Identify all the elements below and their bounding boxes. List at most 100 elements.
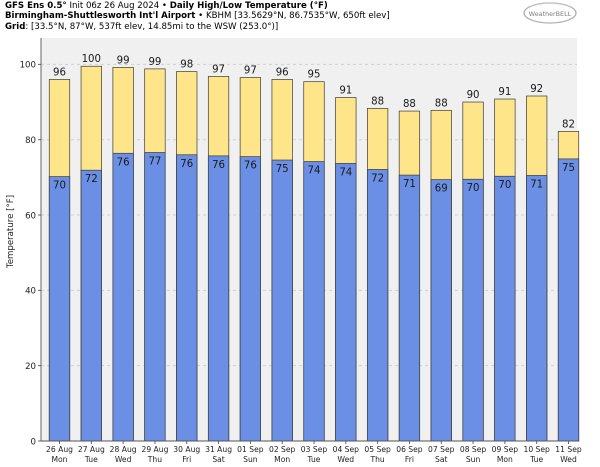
header-separator: •	[161, 1, 167, 11]
x-tick-label-date: 31 Aug	[205, 445, 232, 454]
x-tick-label-date: 27 Aug	[78, 445, 105, 454]
low-value-label: 72	[85, 174, 98, 185]
low-value-label: 71	[403, 179, 416, 190]
x-tick-label-day: Thu	[369, 455, 384, 464]
x-tick-label-day: Mon	[51, 455, 67, 464]
y-tick-label: 100	[20, 61, 36, 71]
y-tick-label: 60	[25, 211, 36, 221]
bars	[48, 65, 580, 442]
high-value-label: 97	[212, 64, 225, 75]
high-value-label: 88	[435, 98, 448, 109]
low-value-label: 74	[339, 167, 352, 178]
x-tick-label-date: 11 Sep	[555, 445, 582, 454]
high-value-label: 96	[276, 67, 289, 78]
header-line-grid: Grid: [33.5°N, 87°W, 537ft elev, 14.85mi…	[5, 21, 279, 32]
low-temp-bar	[239, 156, 261, 442]
high-value-label: 95	[308, 70, 321, 81]
high-value-label: 90	[467, 90, 480, 101]
low-value-label: 76	[212, 160, 225, 171]
x-tick-label-day: Tue	[307, 455, 321, 464]
low-temp-bar	[430, 179, 452, 442]
low-value-label: 75	[562, 163, 575, 174]
low-temp-bar	[462, 178, 484, 442]
low-value-label: 74	[308, 166, 321, 177]
low-value-label: 76	[244, 161, 257, 172]
low-value-label: 70	[498, 180, 511, 191]
x-tick-label-date: 04 Sep	[333, 445, 360, 454]
x-tick-label-date: 07 Sep	[428, 445, 455, 454]
high-value-label: 82	[562, 119, 575, 130]
logo-text: WeatherBELL	[529, 10, 572, 18]
y-tick-label: 20	[25, 362, 36, 372]
x-tick-label-day: Mon	[274, 455, 290, 464]
x-tick-label-date: 30 Aug	[173, 445, 200, 454]
x-tick-label-date: 26 Aug	[46, 445, 73, 454]
grid-label: Grid	[5, 21, 26, 32]
low-value-label: 77	[148, 156, 161, 167]
x-tick-label-date: 08 Sep	[460, 445, 487, 454]
low-temp-bar	[526, 175, 548, 442]
x-tick-label-date: 03 Sep	[301, 445, 328, 454]
y-axis-title: Temperature [°F]	[6, 195, 16, 269]
x-tick-label-day: Tue	[84, 455, 98, 464]
x-tick-label-day: Wed	[115, 455, 132, 464]
x-tick-label-day: Sun	[466, 455, 481, 464]
x-tick-label-date: 01 Sep	[237, 445, 264, 454]
x-tick-label-day: Tue	[529, 455, 543, 464]
header-line-model: GFS Ens 0.5° Init 06z 26 Aug 2024 • Dail…	[5, 1, 525, 11]
low-temp-bar	[557, 158, 580, 442]
grid-meta: [33.5°N, 87°W, 537ft elev, 14.85mi to th…	[31, 21, 279, 32]
low-value-label: 71	[530, 179, 543, 190]
low-temp-bar	[112, 152, 134, 442]
chart-header: GFS Ens 0.5° Init 06z 26 Aug 2024 • Dail…	[5, 1, 525, 32]
high-value-label: 96	[53, 67, 66, 78]
x-tick-label-date: 06 Sep	[396, 445, 423, 454]
x-tick-label-date: 28 Aug	[110, 445, 137, 454]
init-time: Init 06z 26 Aug 2024	[69, 1, 160, 11]
y-tick-label: 80	[25, 136, 36, 146]
low-temp-bar	[303, 161, 325, 442]
high-value-label: 91	[339, 86, 352, 97]
product-name: Daily High/Low Temperature (°F)	[169, 1, 328, 11]
low-temp-bar	[48, 176, 71, 442]
low-temp-bar	[176, 154, 198, 442]
station-meta: KBHM [33.5629°N, 86.7535°W, 650ft elev]	[205, 11, 390, 22]
high-value-label: 91	[498, 87, 511, 98]
x-tick-label-date: 02 Sep	[269, 445, 296, 454]
high-value-label: 100	[82, 54, 101, 65]
high-value-label: 88	[371, 96, 384, 107]
x-tick-label-date: 29 Aug	[141, 445, 168, 454]
low-value-label: 69	[435, 184, 448, 195]
x-tick-label-day: Wed	[560, 455, 577, 464]
high-value-label: 98	[180, 60, 193, 71]
low-value-label: 70	[467, 183, 480, 194]
high-value-label: 99	[148, 57, 161, 68]
low-value-label: 76	[180, 159, 193, 170]
x-tick-label-date: 10 Sep	[523, 445, 550, 454]
high-value-label: 92	[530, 84, 543, 95]
low-temp-bar	[398, 174, 421, 442]
low-temp-bar	[494, 175, 516, 442]
low-temp-bar	[367, 169, 389, 442]
low-temp-bar	[207, 155, 230, 442]
header-line-station: Birmingham-Shuttlesworth Int'l Airport •…	[5, 11, 525, 21]
x-tick-label-day: Thu	[147, 455, 162, 464]
header-separator: •	[198, 11, 204, 22]
logo-arc	[527, 2, 573, 8]
low-value-label: 70	[53, 181, 66, 192]
station-name: Birmingham-Shuttlesworth Int'l Airport	[5, 11, 196, 22]
low-temp-bar	[335, 163, 357, 442]
x-tick-label-day: Sat	[212, 455, 224, 464]
y-tick-label: 40	[25, 287, 36, 297]
y-tick-label: 0	[31, 437, 36, 447]
value-labels: 96 70 100 72 99 76 99 77 98 76 97 76 97 76 96 75 95 74 91 7…	[53, 54, 575, 194]
high-value-label: 97	[244, 66, 257, 77]
low-temp-bar	[80, 169, 102, 442]
x-tick-label-date: 09 Sep	[492, 445, 519, 454]
low-temp-bar	[271, 159, 293, 442]
model-name: GFS Ens 0.5°	[5, 1, 67, 11]
high-value-label: 88	[403, 99, 416, 110]
low-value-label: 75	[276, 164, 289, 175]
high-value-label: 99	[117, 55, 130, 66]
